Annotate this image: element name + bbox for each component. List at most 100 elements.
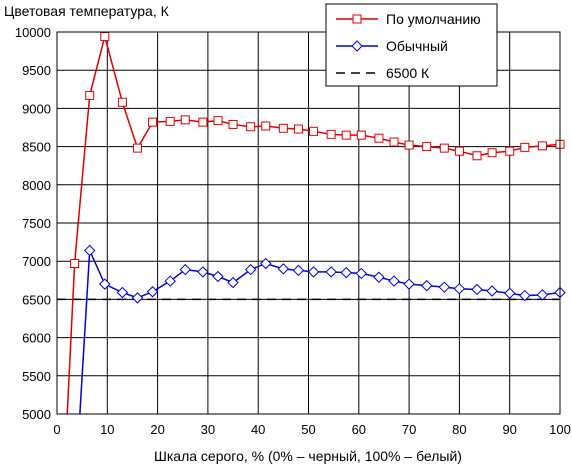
y-axis-title: Цветовая температура, К — [4, 3, 170, 19]
data-point — [85, 90, 95, 100]
data-point — [212, 270, 224, 283]
legend-item: Обычный — [336, 38, 448, 54]
y-tick-label: 6000 — [22, 331, 51, 346]
data-point — [307, 266, 320, 278]
data-point — [70, 258, 80, 268]
y-tick-label: 7500 — [22, 216, 51, 231]
x-tick-label: 100 — [549, 422, 571, 437]
data-point — [404, 140, 414, 150]
data-point — [454, 146, 464, 156]
x-tick-label: 60 — [352, 422, 366, 437]
data-point — [292, 264, 305, 277]
data-point — [261, 121, 271, 131]
data-point — [165, 116, 175, 126]
data-point — [132, 143, 142, 153]
grid — [56, 31, 561, 415]
data-point — [389, 137, 399, 147]
data-point — [403, 278, 415, 290]
data-point — [309, 126, 319, 136]
x-tick-label: 80 — [452, 422, 466, 437]
data-point — [486, 285, 498, 297]
data-point — [117, 97, 127, 107]
legend-label: 6500 К — [386, 65, 430, 81]
legend-marker — [351, 40, 363, 52]
series-line — [66, 33, 561, 414]
series-0 — [66, 32, 565, 414]
x-tick-label: 0 — [53, 422, 60, 437]
x-tick-labels: 0 10 20 30 40 50 60 70 80 90 100 — [53, 422, 570, 437]
data-point — [355, 267, 368, 280]
x-tick-label: 90 — [502, 422, 516, 437]
x-tick-label: 30 — [201, 422, 215, 437]
legend: По умолчанию Обычный 6500 К — [325, 3, 498, 87]
y-tick-label: 9000 — [22, 101, 51, 116]
y-tick-label: 7000 — [22, 254, 51, 269]
data-point — [471, 283, 483, 296]
data-point — [116, 286, 129, 299]
x-tick-label: 70 — [402, 422, 416, 437]
series-line — [79, 250, 561, 414]
data-point — [536, 289, 549, 301]
legend-marker — [352, 14, 362, 24]
series-layer — [66, 32, 566, 414]
data-point — [228, 119, 238, 129]
data-point — [179, 263, 191, 276]
data-point — [198, 117, 208, 127]
data-point — [100, 32, 110, 42]
data-point — [131, 292, 144, 304]
x-tick-label: 10 — [100, 422, 114, 437]
data-point — [373, 271, 385, 283]
data-point — [83, 244, 96, 257]
x-tick-label: 20 — [150, 422, 164, 437]
data-point — [503, 287, 516, 299]
data-point — [340, 266, 352, 279]
data-point — [472, 151, 482, 161]
y-tick-label: 8500 — [22, 140, 51, 155]
data-point — [146, 286, 159, 298]
series-1 — [79, 244, 566, 414]
data-point — [438, 281, 451, 293]
y-tick-label: 5000 — [22, 407, 51, 422]
y-tick-label: 9500 — [22, 63, 51, 78]
data-point — [293, 124, 303, 134]
x-tick-label: 50 — [301, 422, 315, 437]
legend-item: 6500 К — [336, 65, 430, 81]
plot-frame — [56, 31, 561, 415]
data-point — [374, 133, 384, 143]
data-point — [278, 123, 288, 133]
data-point — [439, 143, 449, 153]
data-point — [227, 276, 239, 289]
data-point — [453, 282, 466, 295]
y-tick-label: 10000 — [15, 25, 51, 40]
legend-item: По умолчанию — [336, 11, 481, 27]
data-point — [277, 263, 290, 275]
data-point — [180, 115, 190, 125]
data-point — [197, 266, 209, 278]
legend-label: По умолчанию — [386, 11, 481, 27]
data-point — [505, 146, 515, 156]
data-point — [246, 122, 256, 132]
legend-label: Обычный — [386, 38, 448, 54]
y-tick-labels: 5000 5500 6000 6500 7000 7500 8000 8500 9000 9500… — [15, 25, 51, 422]
y-tick-label: 5500 — [22, 369, 51, 384]
x-axis-title: Шкала серого, % (0% – черный, 100% – бел… — [154, 448, 462, 464]
x-tick-label: 40 — [251, 422, 265, 437]
data-point — [520, 142, 530, 152]
data-point — [422, 142, 432, 152]
y-tick-label: 6500 — [22, 292, 51, 307]
data-point — [388, 275, 400, 287]
data-point — [213, 116, 223, 126]
data-point — [326, 129, 336, 139]
data-point — [537, 141, 547, 151]
data-point — [148, 117, 158, 127]
data-point — [519, 289, 531, 302]
data-point — [341, 130, 351, 140]
y-tick-label: 8000 — [22, 178, 51, 193]
data-point — [487, 148, 497, 158]
data-point — [99, 278, 111, 290]
data-point — [325, 266, 337, 278]
data-point — [244, 263, 257, 276]
data-point — [260, 257, 272, 270]
data-point — [356, 130, 366, 140]
